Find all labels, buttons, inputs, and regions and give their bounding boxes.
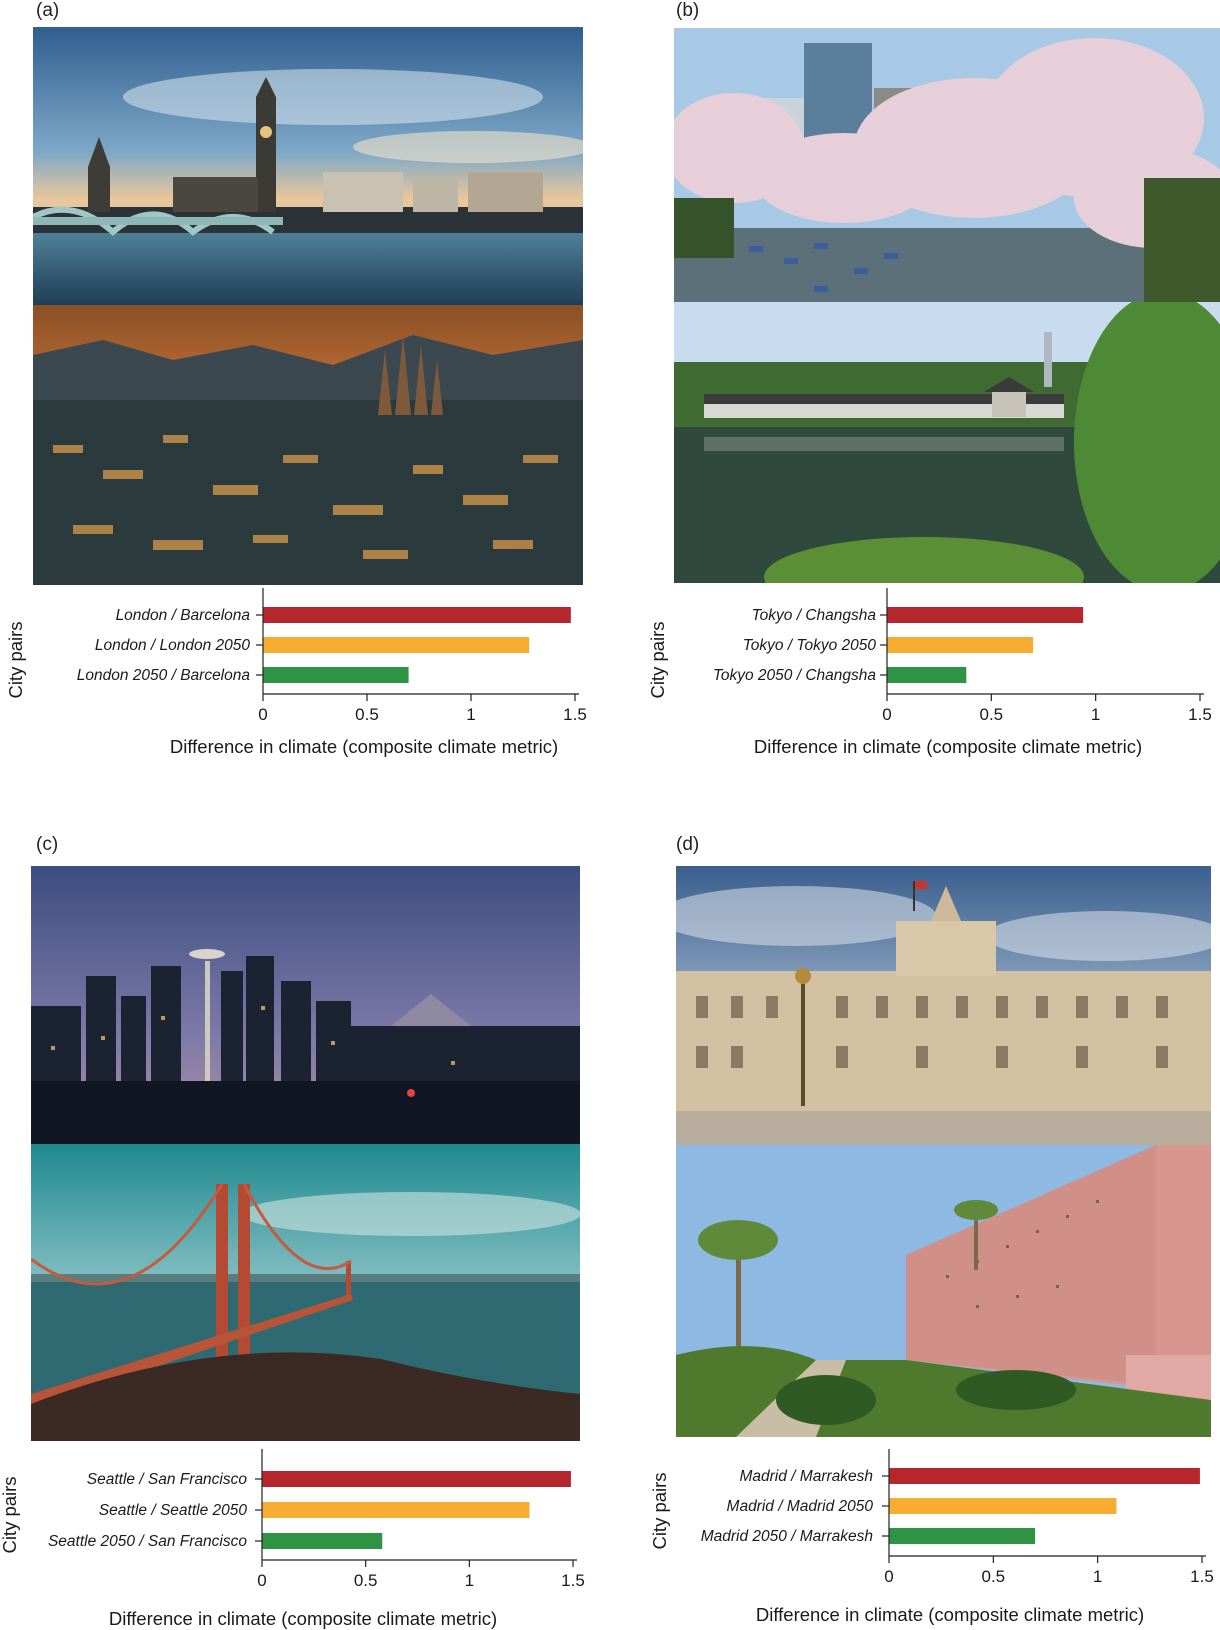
x-axis-title: Difference in climate (composite climate…: [109, 1608, 497, 1629]
x-tick-label: 0: [257, 1571, 266, 1590]
category-label: London 2050 / Barcelona: [77, 667, 251, 684]
panel-label-b: (b): [676, 0, 700, 21]
chart-d: City pairs Madrid / Marrakesh Madrid / M…: [649, 1449, 1214, 1625]
bar-2: [889, 1498, 1117, 1514]
category-label: Seattle / San Francisco: [87, 1471, 248, 1488]
golden-gate-bridge-photo: [31, 1144, 580, 1441]
category-label: Tokyo / Changsha: [752, 607, 877, 624]
x-tick-label: 0.5: [982, 1567, 1006, 1586]
bar-1: [887, 607, 1084, 623]
barcelona-cityscape-photo: [33, 305, 583, 585]
chart-c: City pairs Seattle / San Francisco Seatt…: [0, 1449, 585, 1629]
x-tick-label: 1.5: [561, 1571, 585, 1590]
x-tick-label: 1: [466, 705, 475, 724]
chart-a: City pairs London / Barcelona London / L…: [5, 588, 587, 757]
bar-1: [262, 1471, 571, 1487]
category-label: Tokyo / Tokyo 2050: [743, 637, 877, 654]
panel-label-d: (d): [676, 834, 700, 855]
x-tick-label: 1.5: [1188, 705, 1212, 724]
y-axis-title: City pairs: [0, 1476, 20, 1553]
x-axis-title: Difference in climate (composite climate…: [756, 1604, 1144, 1625]
x-axis-title: Difference in climate (composite climate…: [754, 736, 1142, 757]
bar-2: [263, 637, 530, 653]
london-westminster-photo: [33, 27, 583, 305]
x-tick-label: 1: [1091, 705, 1100, 724]
x-tick-label: 0: [884, 1567, 893, 1586]
category-label: Seattle / Seattle 2050: [99, 1502, 248, 1519]
tokyo-cherry-blossom-photo: [674, 28, 1220, 302]
y-axis-title: City pairs: [647, 621, 668, 698]
x-axis-title: Difference in climate (composite climate…: [170, 736, 558, 757]
y-axis-title: City pairs: [5, 621, 26, 698]
bar-1: [889, 1468, 1200, 1484]
y-axis-title: City pairs: [649, 1472, 670, 1549]
bar-3: [263, 667, 409, 683]
category-label: Madrid 2050 / Marrakesh: [701, 1528, 873, 1545]
category-label: London / London 2050: [95, 637, 251, 654]
category-label: Madrid / Marrakesh: [739, 1468, 873, 1485]
bar-3: [887, 667, 967, 683]
x-tick-label: 1: [1093, 1567, 1102, 1586]
category-label: Tokyo 2050 / Changsha: [713, 667, 877, 684]
bar-2: [262, 1502, 530, 1518]
x-tick-label: 0.5: [355, 705, 379, 724]
x-tick-label: 0: [882, 705, 891, 724]
marrakesh-city-wall-photo: [676, 1145, 1211, 1437]
x-tick-label: 0: [258, 705, 267, 724]
bar-2: [887, 637, 1034, 653]
x-tick-label: 0.5: [980, 705, 1004, 724]
x-tick-label: 0.5: [354, 1571, 378, 1590]
panel-label-a: (a): [36, 0, 60, 21]
chart-b: City pairs Tokyo / Changsha Tokyo / Toky…: [647, 588, 1212, 757]
changsha-pavilion-lake-photo: [674, 302, 1220, 583]
bar-1: [263, 607, 571, 623]
bar-3: [262, 1533, 383, 1549]
x-tick-label: 1.5: [563, 705, 587, 724]
category-label: Seattle 2050 / San Francisco: [48, 1533, 247, 1550]
category-label: London / Barcelona: [116, 607, 251, 624]
x-tick-label: 1.5: [1190, 1567, 1214, 1586]
x-tick-label: 1: [465, 1571, 474, 1590]
seattle-skyline-dusk-photo: [31, 866, 580, 1144]
madrid-royal-palace-photo: [676, 866, 1211, 1145]
bar-3: [889, 1528, 1036, 1544]
panel-label-c: (c): [36, 834, 59, 855]
category-label: Madrid / Madrid 2050: [727, 1498, 874, 1515]
